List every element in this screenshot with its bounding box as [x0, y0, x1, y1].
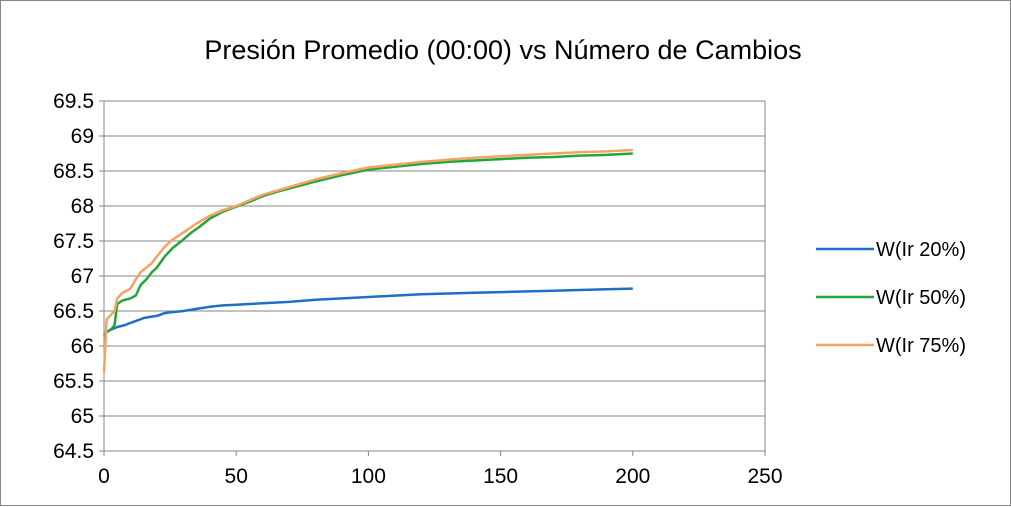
y-tick-label: 64.5: [53, 440, 94, 463]
legend: W(Ir 20%) W(Ir 50%) W(Ir 75%): [816, 239, 966, 357]
y-axis-ticks: 64.5 65 65.5 66 66.5 67 67.5 68 68.5 69 69.5: [53, 90, 104, 463]
x-tick-label: 200: [615, 465, 650, 488]
x-tick-label: 250: [747, 465, 782, 488]
y-tick-label: 67.5: [53, 230, 94, 253]
y-tick-label: 69.5: [53, 90, 94, 113]
x-tick-label: 150: [483, 465, 518, 488]
y-tick-label: 65.5: [53, 370, 94, 393]
chart-title: Presión Promedio (00:00) vs Número de Ca…: [204, 35, 801, 65]
series-lines: [102, 148, 633, 373]
x-tick-label: 50: [225, 465, 248, 488]
series-line-1: [102, 287, 633, 337]
y-tick-label: 69: [71, 125, 94, 148]
gridlines: [104, 100, 765, 452]
y-tick-label: 67: [71, 265, 94, 288]
legend-label: W(Ir 75%): [876, 335, 966, 357]
y-tick-label: 68: [71, 195, 94, 218]
legend-label: W(Ir 20%): [876, 239, 966, 261]
x-tick-label: 100: [351, 465, 386, 488]
y-tick-label: 65: [71, 405, 94, 428]
y-tick-label: 68.5: [53, 160, 94, 183]
y-tick-label: 66: [71, 335, 94, 358]
series-line-3: [102, 148, 633, 373]
y-tick-label: 66.5: [53, 300, 94, 323]
x-tick-label: 0: [98, 465, 110, 488]
legend-label: W(Ir 50%): [876, 287, 966, 309]
x-axis-ticks: 0 50 100 150 200 250: [98, 451, 783, 488]
series-line-2: [102, 152, 633, 337]
